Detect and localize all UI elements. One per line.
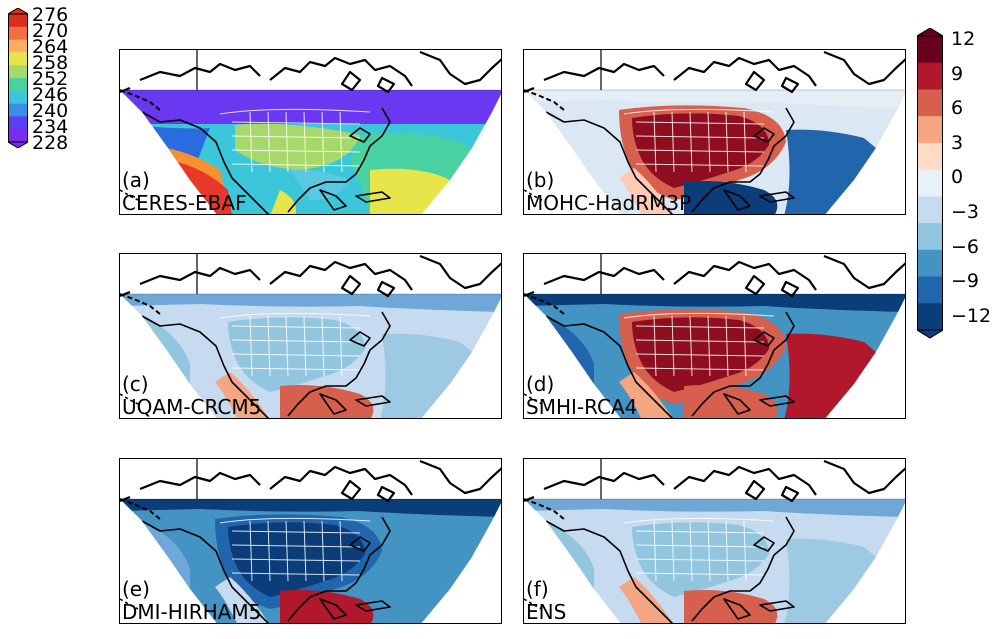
left-colorbar-bottom-arrow [8,141,28,148]
left-colorbar-segment [8,90,28,105]
map-canvas [120,50,501,214]
panel-model-name: SMHI-RCA4 [526,395,638,419]
map-panel-d: (d) SMHI-RCA4 [523,253,906,419]
left-colorbar-top-arrow [8,8,28,15]
panel-letter: (e) [122,577,150,601]
map-panel-c: (c) UQAM-CRCM5 [119,253,502,419]
right-colorbar-tick-label: 3 [951,131,964,154]
right-colorbar-segment [917,36,943,64]
left-colorbar-tick-label: 252 [32,68,69,90]
panel-letter: (a) [122,168,150,192]
right-colorbar-segment [917,303,943,331]
right-colorbar-top-arrow [917,28,943,37]
panel-letter: (d) [526,372,555,396]
right-colorbar-tick-label: 6 [951,97,964,120]
left-colorbar-tick-label: 264 [32,36,69,58]
panel-label: (b) MOHC-HadRM3P [526,170,691,213]
right-colorbar-segment [917,196,943,224]
right-colorbar-bottom-arrow [917,329,943,339]
right-colorbar-segment [917,62,943,90]
panel-letter: (b) [526,168,555,192]
right-colorbar: 12 9 6 3 0 −3 −6 −9 −12 [915,28,1000,348]
panel-model-name: CERES-EBAF [122,191,247,215]
right-colorbar-tick-label: −9 [951,270,980,293]
panel-model-name: UQAM-CRCM5 [122,395,262,419]
left-colorbar-tick-label: 228 [32,132,69,154]
map-panel-f: (f) ENS [523,458,906,624]
right-colorbar-tick-label: 0 [951,166,964,189]
map-canvas [524,50,905,214]
right-colorbar-tick-label: −6 [951,235,980,258]
left-colorbar-tick-label: 240 [32,100,69,122]
left-colorbar-tick-label: 246 [32,84,69,106]
right-colorbar-tick-label: 9 [951,62,964,85]
left-colorbar-segment [8,116,28,130]
left-colorbar-tick-label: 234 [32,116,69,138]
left-colorbar-tick-label: 258 [32,52,69,74]
right-colorbar-segment [917,169,943,197]
right-colorbar-tick-label: 12 [951,28,976,50]
right-colorbar-segment [917,116,943,144]
left-colorbar-segment [8,14,28,28]
map-canvas [524,459,905,623]
left-colorbar-tick-label: 276 [32,4,69,26]
map-canvas [120,254,501,418]
left-colorbar-bar [8,8,28,148]
panel-label: (c) UQAM-CRCM5 [122,374,261,417]
left-colorbar-tick-label: 270 [32,20,69,42]
left-colorbar-segment [8,65,28,79]
left-colorbar-segment [8,26,28,41]
left-colorbar: 276 270 264 258 252 246 240 234 228 [0,0,80,154]
map-panel-e: (e) DMI-HIRHAM5 [119,458,502,624]
left-colorbar-segment [8,39,28,53]
panel-model-name: DMI-HIRHAM5 [122,600,262,624]
right-colorbar-segment [917,142,943,171]
map-canvas [120,459,501,623]
left-colorbar-segment [8,103,28,117]
panel-label: (a) CERES-EBAF [122,170,247,213]
right-colorbar-segment [917,223,943,251]
panel-model-name: ENS [526,600,567,624]
right-colorbar-tick-label: −3 [951,201,980,223]
right-colorbar-bar [917,28,943,339]
map-canvas [524,254,905,418]
left-colorbar-segment [8,52,28,66]
left-colorbar-segment [8,78,28,92]
panel-label: (f) ENS [526,579,566,622]
left-colorbar-segment [8,129,28,143]
panel-model-name: MOHC-HadRM3P [526,191,692,215]
map-panel-a: (a) CERES-EBAF [119,49,502,215]
right-colorbar-tick-label: −12 [951,304,992,327]
map-panel-b: (b) MOHC-HadRM3P [523,49,906,215]
right-colorbar-segment [917,249,943,278]
panel-label: (e) DMI-HIRHAM5 [122,579,261,622]
panel-letter: (f) [526,577,549,601]
right-colorbar-segment [917,276,943,304]
right-colorbar-segment [917,89,943,117]
panel-label: (d) SMHI-RCA4 [526,374,637,417]
panel-letter: (c) [122,372,149,396]
